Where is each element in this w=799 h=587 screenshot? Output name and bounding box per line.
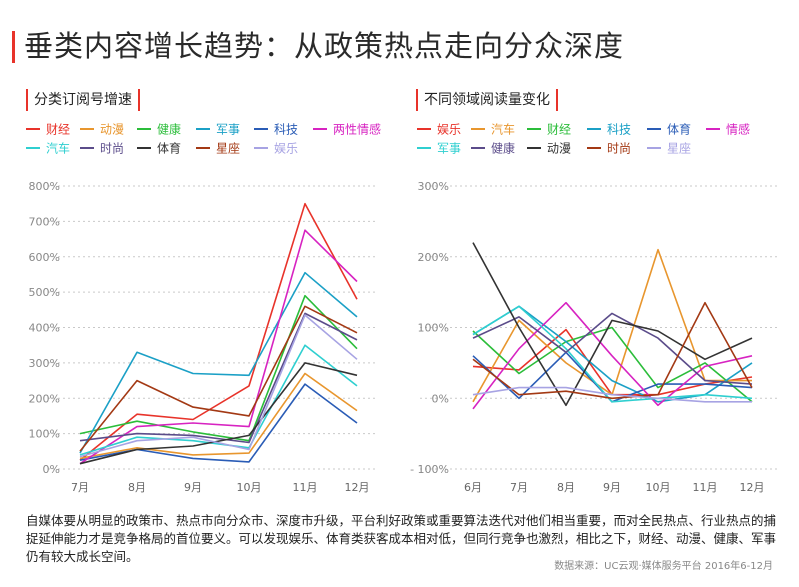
chart1-legend-label: 娱乐 [274,142,298,156]
chart1-legend-label: 军事 [216,123,240,137]
chart2-series-line [472,242,753,407]
chart2-y-tick-label: 200% [418,251,449,264]
chart1-y-tick-label: 700% [29,215,60,228]
title-accent-bar [12,31,15,63]
chart2-title-right-bar [556,89,558,111]
chart1-y-tick-label: 100% [29,428,60,441]
chart2-legend-label: 时尚 [607,142,631,156]
chart2-series-line [472,305,753,403]
chart1-series-line [79,344,358,456]
chart1: 0% 100% 200% 300% 400% 500% 600% 700% 800% 7月 8月 9月… [26,122,381,494]
chart2-series-line [472,301,753,410]
chart1-x-tick-label: 7月 [71,481,89,494]
chart2-y-tick-label: 100% [418,322,449,335]
chart1-series-line [79,229,358,465]
chart1-series-line [79,362,358,465]
chart1-y-tick-label: 200% [29,392,60,405]
chart1-x-tick-label: 8月 [128,481,146,494]
source-note: 数据来源：UC云观·媒体服务平台 2016年6-12月 [554,561,773,572]
chart1-x-tick-label: 11月 [293,481,318,494]
chart1-title-text: 分类订阅号增速 [34,92,132,108]
chart2-x-tick-label: 9月 [603,481,621,494]
chart2-series-line [472,326,753,403]
chart2-series-line [472,301,753,400]
chart2-series-line [472,248,752,403]
chart2-y-tick-label: 0% [432,392,449,405]
page-title: 垂类内容增长趋势：从政策热点走向分众深度 [24,29,625,63]
chart2-legend-label: 科技 [607,123,631,137]
chart1-series-line [79,271,358,454]
chart2-title-left-bar [416,89,418,111]
chart1-title: 分类订阅号增速 [26,88,140,112]
chart2-title: 不同领域阅读量变化 [416,88,558,112]
chart2-legend-label: 星座 [667,141,691,156]
chart2-title-text: 不同领域阅读量变化 [424,92,550,108]
chart2-series-line [472,312,753,385]
chart1-series-line [79,305,358,452]
chart1-title-right-bar [138,89,140,111]
chart2-y-tick-label: 300% [418,180,449,193]
chart1-y-tick-label: 800% [29,180,60,193]
chart2-legend-label: 动漫 [547,142,571,156]
chart2-x-tick-label: 10月 [646,481,671,494]
chart1-title-left-bar [26,89,28,111]
chart1-legend-label: 科技 [274,123,298,137]
chart1-x-tick-label: 12月 [345,481,370,494]
description-text: 自媒体要从明显的政策市、热点市向分众市、深度市升级，平台利好政策或重要算法迭代对… [26,513,777,564]
chart2-x-tick-label: 12月 [740,481,765,494]
chart1-series-line [79,312,358,444]
chart2-legend-label: 健康 [491,141,515,156]
chart2-legend-label: 汽车 [491,122,515,137]
chart1-series-line [79,314,358,458]
chart1-x-tick-label: 10月 [237,481,262,494]
chart2-x-tick-label: 7月 [510,481,528,494]
chart1-legend-label: 星座 [216,141,240,156]
chart2-y-tick-label: - 100% [410,463,449,476]
chart1-series-line [79,294,358,442]
chart1-y-tick-label: 300% [29,357,60,370]
chart1-x-tick-label: 9月 [184,481,202,494]
chart2-legend-label: 体育 [667,122,691,137]
chart1-legend-label: 健康 [157,122,181,137]
chart1-legend-label: 时尚 [100,142,124,156]
chart1-y-tick-label: 400% [29,322,60,335]
chart2-legend-label: 娱乐 [437,123,461,137]
chart2: - 100% 0% 100% 200% 300% 6月 7月 8月 9月 10月 11月 12月 娱乐 汽… [410,122,778,494]
chart2-legend-label: 财经 [547,123,571,137]
chart1-series-line [79,372,358,460]
chart2-x-tick-label: 8月 [557,481,575,494]
chart2-series-line [472,386,752,403]
chart1-legend-label: 两性情感 [333,122,381,137]
chart1-legend-label: 财经 [46,123,70,137]
chart2-legend-label: 军事 [437,142,461,156]
chart1-y-tick-label: 500% [29,286,60,299]
chart2-legend-label: 情感 [726,122,750,137]
chart2-x-tick-label: 6月 [464,481,482,494]
chart1-y-tick-label: 600% [29,251,60,264]
chart1-y-tick-label: 0% [43,463,60,476]
chart1-series-line [79,202,358,461]
chart1-legend-label: 动漫 [100,123,124,137]
chart1-legend-label: 体育 [157,141,181,156]
chart1-legend-label: 汽车 [46,141,70,156]
chart2-x-tick-label: 11月 [693,481,718,494]
